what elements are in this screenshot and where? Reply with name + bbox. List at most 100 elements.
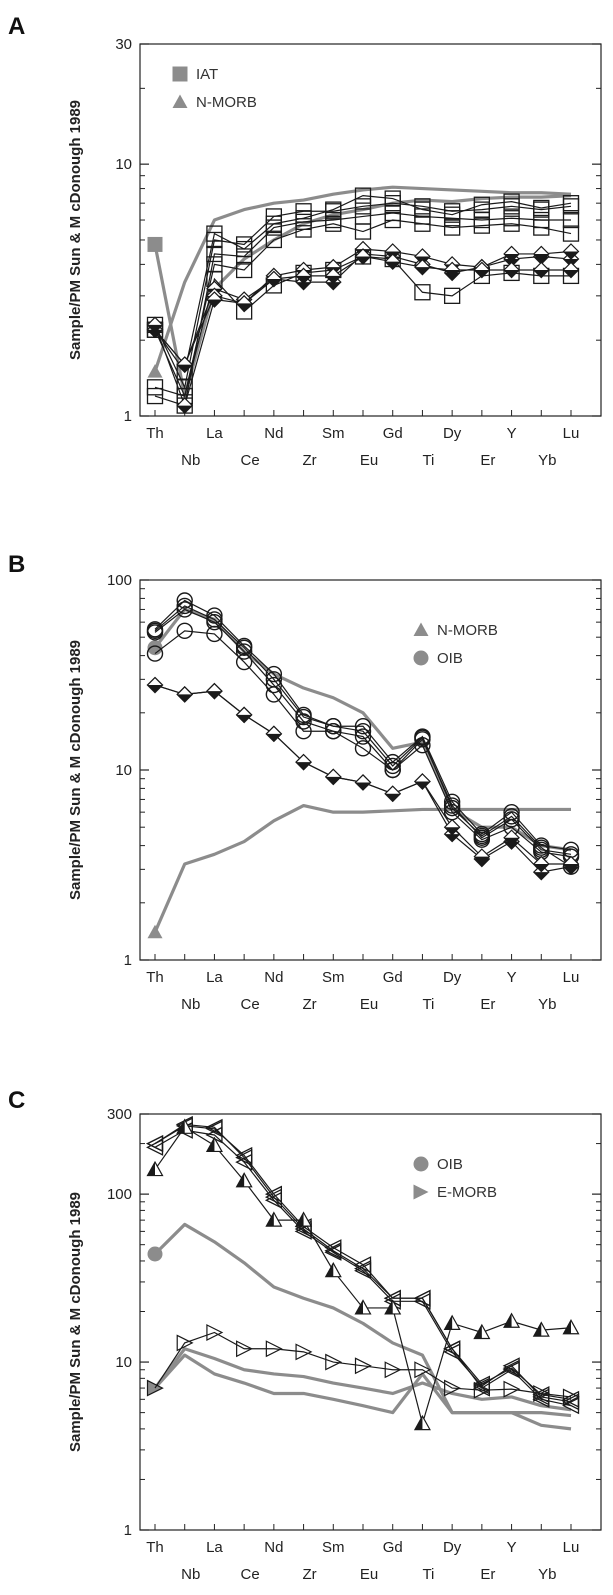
data-point [206, 245, 223, 263]
data-point [265, 665, 283, 683]
x-tick-label: Gd [383, 425, 403, 442]
legend-marker [413, 1156, 429, 1172]
x-tick-label: Ce [241, 996, 260, 1013]
y-tick-label: 10 [115, 1354, 132, 1371]
x-tick-label: Yb [538, 996, 556, 1013]
data-point [532, 245, 550, 263]
x-tick-label: La [206, 1539, 223, 1556]
data-point [532, 261, 550, 279]
data-point [325, 723, 342, 740]
data-point [473, 217, 491, 234]
data-point [325, 1353, 343, 1371]
x-tick-label: Lu [563, 425, 580, 442]
y-axis-label: Sample/PM Sun & M cDonough 1989 [67, 1192, 84, 1452]
data-point [384, 761, 401, 779]
x-tick-label: Sm [322, 1539, 345, 1556]
data-point [503, 245, 520, 263]
legend: IAT N-MORB [172, 66, 257, 111]
data-point [503, 1380, 521, 1398]
y-tick-label: 100 [107, 1186, 132, 1203]
x-tick-label: Ti [422, 1566, 434, 1583]
data-point [413, 1289, 431, 1307]
data-point [295, 753, 312, 771]
data-point [414, 215, 431, 232]
data-point [206, 291, 223, 308]
x-tick-label: Eu [360, 452, 378, 469]
x-tick-label: Dy [443, 1539, 462, 1556]
data-point [295, 221, 312, 238]
data-point [146, 676, 164, 694]
data-point [235, 295, 253, 312]
data-point [206, 682, 223, 700]
x-tick-label: Dy [443, 969, 462, 986]
x-tick-label: Nd [264, 1539, 283, 1556]
legend-label: N-MORB [196, 94, 257, 111]
data-point [206, 225, 223, 242]
data-point [354, 774, 372, 791]
data-point [146, 1160, 164, 1177]
data-point [414, 729, 431, 746]
reference-marker-oib [147, 1246, 163, 1262]
x-tick-label: Er [480, 1566, 495, 1583]
sample-series [146, 1324, 580, 1406]
legend-label: N-MORB [437, 622, 498, 639]
legend: OIB E-MORB [413, 1156, 497, 1201]
reference-line-n-morb [153, 185, 572, 373]
data-point [146, 387, 164, 405]
data-point [444, 1379, 461, 1397]
x-tick-label: Yb [538, 452, 556, 469]
panel-letter: B [8, 551, 25, 578]
y-axis-label: Sample/PM Sun & M cDonough 1989 [67, 100, 84, 360]
x-tick-label: Lu [563, 969, 580, 986]
x-tick-label: Th [146, 425, 164, 442]
data-point [414, 1361, 432, 1379]
data-point [265, 725, 283, 743]
x-tick-label: Nb [181, 452, 200, 469]
reference-marker-n-morb [147, 364, 163, 378]
data-point [414, 201, 431, 218]
data-point [295, 1343, 313, 1361]
x-tick-label: Sm [322, 969, 345, 986]
data-point [325, 718, 342, 735]
legend-marker [413, 622, 429, 636]
data-point [503, 808, 520, 825]
data-point [503, 1312, 521, 1328]
sample-line [154, 195, 572, 374]
data-point [176, 397, 194, 414]
data-point [295, 210, 312, 227]
x-tick-label: Yb [538, 1566, 556, 1583]
data-point [443, 206, 461, 223]
data-point [176, 686, 194, 703]
sample-series [146, 1115, 580, 1408]
x-tick-label: Y [507, 425, 517, 442]
x-tick-label: Nb [181, 996, 200, 1013]
reference-line-oib [153, 607, 572, 852]
data-point [473, 196, 491, 213]
data-point [295, 708, 312, 726]
data-point [384, 757, 401, 775]
data-point [146, 316, 164, 334]
x-tick-label: Ce [241, 452, 260, 469]
reference-marker-oib [147, 640, 163, 656]
data-point [562, 243, 580, 260]
data-point [414, 258, 431, 276]
x-tick-label: Zr [302, 452, 316, 469]
y-tick-label: 10 [115, 156, 132, 173]
plot-frame [139, 579, 602, 961]
data-point [532, 855, 550, 873]
sample-line [154, 608, 572, 855]
data-point [176, 356, 194, 373]
data-point [413, 1414, 431, 1431]
legend-label: OIB [437, 650, 463, 667]
x-tick-label: Nd [264, 425, 283, 442]
x-tick-label: Nb [181, 1566, 200, 1583]
data-point [235, 639, 253, 656]
x-tick-label: Th [146, 969, 164, 986]
sample-line [154, 630, 572, 858]
data-point [325, 201, 342, 218]
x-tick-label: La [206, 425, 223, 442]
data-point [473, 1381, 491, 1399]
data-point [443, 287, 461, 304]
data-point [265, 270, 283, 288]
